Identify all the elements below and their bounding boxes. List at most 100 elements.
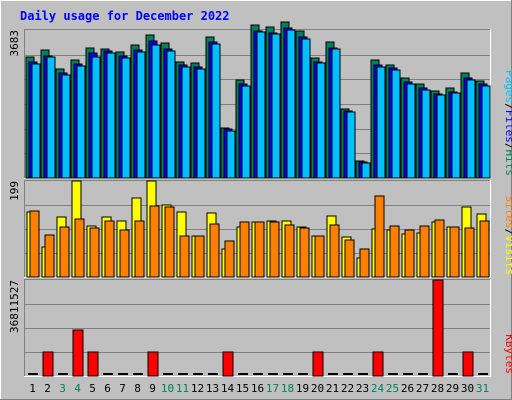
pages-bar [121, 57, 131, 179]
x-tick-label: 10 [161, 382, 174, 395]
sites-bar [389, 225, 400, 278]
y-max-label: 199 [8, 181, 21, 201]
kbytes-empty-bar [448, 373, 458, 375]
sites-bar [269, 221, 280, 278]
kbytes-bar [147, 351, 159, 377]
x-tick-label: 12 [191, 382, 204, 395]
pages-bar [136, 51, 146, 179]
panel-kbytes: 36811527 KBytes [8, 279, 512, 377]
pages-bar [241, 85, 251, 179]
sites-bar [224, 240, 235, 278]
x-tick-label: 8 [134, 382, 141, 395]
x-tick-label: 28 [431, 382, 444, 395]
sites-bar [29, 210, 40, 278]
legend-text: KBytes [503, 334, 512, 374]
kbytes-bar [312, 351, 324, 377]
pages-bar [481, 85, 491, 179]
chart-panels: 3683Pages/Files/Hits199Sites/Visits36811… [8, 21, 512, 377]
sites-bar [194, 235, 205, 278]
panel-hits-files-pages: 3683 Pages/Files/Hits [8, 21, 512, 179]
pages-bar [91, 56, 101, 179]
legend-separator: / [503, 229, 512, 236]
kbytes-bar [222, 351, 234, 377]
kbytes-empty-bar [28, 373, 38, 375]
chart-title: Daily usage for December 2022 [20, 9, 230, 23]
x-tick-label: 9 [149, 382, 156, 395]
x-tick-label: 5 [89, 382, 96, 395]
kbytes-empty-bar [343, 373, 353, 375]
sites-bar [404, 229, 415, 278]
sites-bar [209, 223, 220, 278]
sites-bar [149, 205, 160, 278]
x-tick-label: 18 [281, 382, 294, 395]
x-tick-label: 25 [386, 382, 399, 395]
y-max-label: 36811527 [8, 280, 21, 333]
pages-bar [421, 89, 431, 179]
kbytes-empty-bar [403, 373, 413, 375]
pages-bar [181, 66, 191, 179]
legend-hits-files-pages: Pages/Files/Hits [503, 70, 512, 176]
kbytes-empty-bar [178, 373, 188, 375]
sites-bar [89, 227, 100, 278]
pages-bar [406, 83, 416, 179]
x-tick-label: 14 [221, 382, 235, 395]
legend-kbytes: KBytes [503, 334, 512, 374]
legend-item-pages: Pages [503, 70, 512, 103]
kbytes-empty-bar [298, 373, 308, 375]
sites-bar [104, 220, 115, 278]
sites-bar [314, 235, 325, 278]
pages-bar [61, 74, 71, 179]
kbytes-bar [42, 351, 54, 377]
pages-bar [376, 66, 386, 179]
kbytes-empty-bar [268, 373, 278, 375]
pages-bar [271, 33, 281, 179]
kbytes-empty-bar [478, 373, 488, 375]
sites-bar [434, 219, 445, 278]
y-max-label: 3683 [8, 30, 21, 57]
x-tick-label: 27 [416, 382, 429, 395]
pages-bar [46, 56, 56, 179]
x-tick-label: 1 [29, 382, 36, 395]
kbytes-empty-bar [283, 373, 293, 375]
x-tick-label: 23 [356, 382, 369, 395]
sites-bar [329, 224, 340, 278]
pages-bar [151, 44, 161, 179]
pages-bar [76, 65, 86, 179]
x-tick-label: 26 [401, 382, 414, 395]
pages-bar [211, 43, 221, 179]
pages-bar [166, 50, 176, 179]
legend-separator: / [503, 103, 512, 110]
sites-bar [74, 218, 85, 278]
kbytes-empty-bar [388, 373, 398, 375]
kbytes-bar [87, 351, 99, 377]
kbytes-empty-bar [58, 373, 68, 375]
pages-bar [391, 69, 401, 179]
pages-bar [451, 92, 461, 179]
sites-bar [134, 220, 145, 278]
x-tick-label: 6 [104, 382, 111, 395]
x-tick-label: 2 [44, 382, 51, 395]
sites-bar [179, 235, 190, 278]
x-tick-label: 22 [341, 382, 354, 395]
kbytes-empty-bar [118, 373, 128, 375]
legend-item-kbytes: KBytes [503, 334, 512, 374]
pages-bar [256, 31, 266, 179]
sites-bar [119, 229, 130, 278]
x-tick-label: 16 [251, 382, 264, 395]
pages-bar [346, 111, 356, 179]
sites-bar [464, 227, 475, 278]
pages-bar [106, 52, 116, 179]
kbytes-empty-bar [163, 373, 173, 375]
x-tick-label: 20 [311, 382, 324, 395]
sites-bar [344, 239, 355, 278]
kbytes-empty-bar [358, 373, 368, 375]
pages-bar [196, 68, 206, 179]
pages-bar [316, 62, 326, 179]
legend-text: Pages/Files/Hits [503, 70, 512, 176]
kbytes-empty-bar [238, 373, 248, 375]
kbytes-bar [72, 329, 84, 377]
sites-bar [419, 225, 430, 278]
kbytes-empty-bar [328, 373, 338, 375]
panel-visits-sites: 199 Sites/Visits [8, 180, 512, 278]
